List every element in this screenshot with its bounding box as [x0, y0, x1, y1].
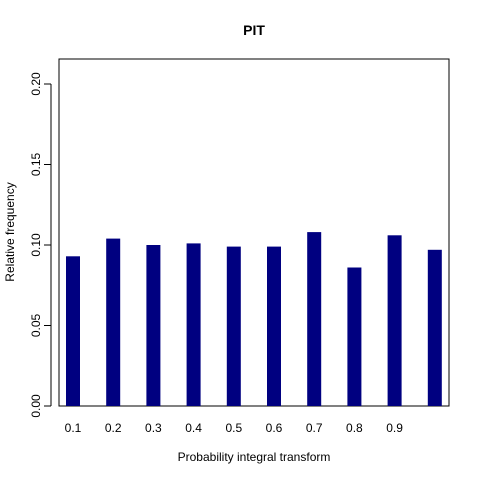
bars-group [66, 232, 442, 406]
x-tick-label: 0.3 [145, 421, 162, 435]
x-tick-label: 0.9 [386, 421, 403, 435]
x-tick-label: 0.6 [266, 421, 283, 435]
x-tick-label: 0.5 [225, 421, 242, 435]
bar-0.3 [146, 245, 161, 406]
bar-0.1 [66, 256, 80, 406]
bar-0.6 [267, 246, 281, 406]
bar-0.7 [307, 232, 322, 406]
y-tick-label: 0.00 [29, 394, 43, 418]
y-axis-label: Relative frequency [3, 182, 17, 281]
x-tick-label: 0.1 [65, 421, 82, 435]
bar-0.9 [387, 235, 402, 406]
y-tick-label: 0.05 [29, 313, 43, 337]
x-tick-label: 0.7 [306, 421, 323, 435]
bar-0.2 [106, 238, 121, 406]
bar-0.5 [226, 246, 241, 406]
y-tick-label: 0.20 [29, 72, 43, 96]
bar-0.4 [186, 243, 201, 406]
chart-title: PIT [243, 22, 265, 38]
x-axis: 0.1 0.2 0.3 0.4 0.5 0.6 0.7 0.8 0.9 [65, 421, 404, 435]
x-tick-label: 0.8 [346, 421, 363, 435]
x-tick-label: 0.4 [185, 421, 202, 435]
y-tick-label: 0.15 [29, 152, 43, 176]
bar-0.8 [347, 267, 362, 406]
x-axis-label: Probability integral transform [178, 450, 331, 464]
bar-1.0 [427, 249, 442, 406]
y-tick-label: 0.10 [29, 233, 43, 257]
plot-frame [58, 58, 450, 407]
y-axis: 0.00 0.05 0.10 0.15 0.20 [29, 72, 52, 418]
x-tick-label: 0.2 [105, 421, 122, 435]
